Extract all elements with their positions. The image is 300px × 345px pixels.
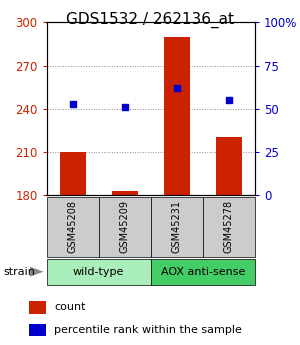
Bar	[164, 37, 190, 195]
Text: AOX anti-sense: AOX anti-sense	[161, 267, 245, 277]
Bar	[99, 197, 151, 257]
Bar	[216, 137, 242, 195]
Polygon shape	[30, 267, 43, 277]
Point	[122, 104, 127, 110]
Point	[70, 101, 75, 106]
Text: wild-type: wild-type	[73, 267, 124, 277]
Text: GDS1532 / 262136_at: GDS1532 / 262136_at	[66, 12, 234, 28]
Bar	[151, 259, 255, 285]
Bar	[46, 197, 99, 257]
Text: GSM45231: GSM45231	[172, 200, 182, 253]
Bar	[29, 301, 46, 314]
Bar	[203, 197, 255, 257]
Text: GSM45208: GSM45208	[68, 200, 78, 253]
Bar	[59, 152, 86, 195]
Text: strain: strain	[3, 267, 35, 277]
Text: GSM45209: GSM45209	[120, 200, 130, 253]
Point	[174, 85, 179, 91]
Bar	[151, 197, 203, 257]
Text: percentile rank within the sample: percentile rank within the sample	[54, 325, 242, 335]
Bar	[46, 259, 151, 285]
Text: count: count	[54, 303, 86, 313]
Bar	[112, 190, 138, 195]
Text: GSM45278: GSM45278	[224, 200, 234, 253]
Point	[226, 97, 231, 103]
Bar	[29, 324, 46, 336]
